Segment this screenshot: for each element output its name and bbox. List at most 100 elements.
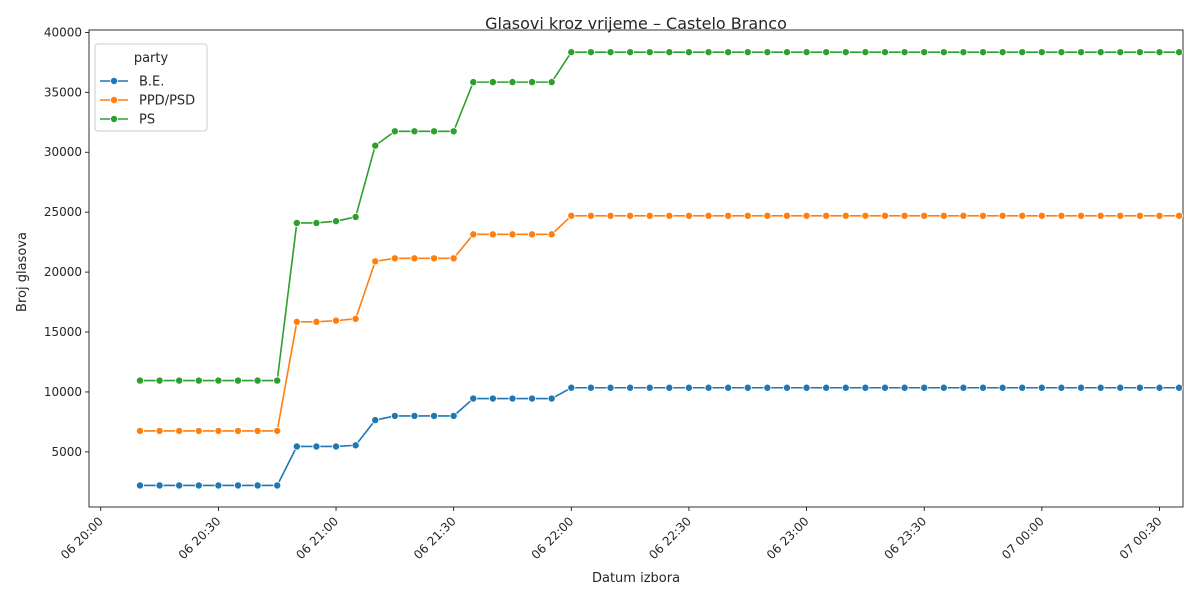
data-point <box>528 78 537 87</box>
data-point <box>684 211 693 220</box>
data-point <box>1077 48 1086 57</box>
x-tick-label: 06 23:00 <box>764 514 812 562</box>
data-point <box>547 394 556 403</box>
y-tick-label: 35000 <box>44 85 82 99</box>
data-point <box>567 211 576 220</box>
data-point <box>135 481 144 490</box>
data-point <box>900 211 909 220</box>
data-point <box>861 211 870 220</box>
data-point <box>351 314 360 323</box>
chart-title: Glasovi kroz vrijeme – Castelo Branco <box>485 14 787 33</box>
series-1 <box>135 211 1184 435</box>
data-point <box>979 383 988 392</box>
data-point <box>665 383 674 392</box>
data-point <box>253 376 262 385</box>
data-point <box>488 230 497 239</box>
data-point <box>880 383 889 392</box>
data-point <box>488 394 497 403</box>
data-point <box>449 127 458 136</box>
data-point <box>430 127 439 136</box>
data-point <box>273 481 282 490</box>
data-point <box>371 416 380 425</box>
data-point <box>508 394 517 403</box>
data-point <box>312 442 321 451</box>
data-point <box>430 254 439 263</box>
y-tick-label: 40000 <box>44 25 82 39</box>
data-point <box>332 316 341 325</box>
data-point <box>1057 48 1066 57</box>
data-point <box>998 48 1007 57</box>
data-point <box>645 211 654 220</box>
data-point <box>390 127 399 136</box>
data-point <box>410 411 419 420</box>
y-tick-label: 5000 <box>51 445 82 459</box>
data-point <box>371 141 380 150</box>
data-point <box>273 376 282 385</box>
data-point <box>763 211 772 220</box>
data-point <box>743 48 752 57</box>
data-point <box>1135 48 1144 57</box>
data-point <box>684 383 693 392</box>
y-tick-label: 30000 <box>44 145 82 159</box>
data-point <box>528 394 537 403</box>
data-point <box>606 211 615 220</box>
legend-label: B.E. <box>139 75 164 90</box>
data-point <box>998 211 1007 220</box>
data-point <box>292 317 301 326</box>
data-point <box>606 48 615 57</box>
data-point <box>1018 48 1027 57</box>
data-point <box>469 394 478 403</box>
data-point <box>332 442 341 451</box>
legend: party B.E. PPD/PSD PS <box>94 43 208 132</box>
data-point <box>194 376 203 385</box>
data-point <box>880 211 889 220</box>
data-point <box>1077 383 1086 392</box>
data-point <box>920 211 929 220</box>
data-point <box>665 211 674 220</box>
x-tick-label: 06 21:30 <box>411 514 459 562</box>
data-point <box>175 481 184 490</box>
data-point <box>1135 211 1144 220</box>
data-point <box>586 48 595 57</box>
data-point <box>665 48 674 57</box>
data-point <box>234 481 243 490</box>
data-point <box>724 211 733 220</box>
data-point <box>449 254 458 263</box>
y-tick-label: 15000 <box>44 325 82 339</box>
data-point <box>469 78 478 87</box>
y-axis-title: Broj glasova <box>15 232 30 312</box>
data-point <box>1116 48 1125 57</box>
data-point <box>194 481 203 490</box>
y-tick-label: 10000 <box>44 385 82 399</box>
data-point <box>234 376 243 385</box>
data-point <box>704 211 713 220</box>
data-point <box>900 48 909 57</box>
data-point <box>567 383 576 392</box>
data-point <box>351 212 360 221</box>
data-point <box>253 426 262 435</box>
data-point <box>684 48 693 57</box>
x-tick-label: 06 22:30 <box>646 514 694 562</box>
x-tick-label: 06 20:30 <box>176 514 224 562</box>
data-point <box>1155 211 1164 220</box>
data-point <box>782 211 791 220</box>
y-tick-label: 20000 <box>44 265 82 279</box>
data-point <box>1135 383 1144 392</box>
series-0 <box>135 383 1184 490</box>
data-point <box>1155 383 1164 392</box>
data-point <box>488 78 497 87</box>
legend-label: PS <box>139 113 155 128</box>
data-point <box>312 317 321 326</box>
data-point <box>939 383 948 392</box>
data-point <box>1037 211 1046 220</box>
data-point <box>1116 383 1125 392</box>
data-point <box>1175 383 1184 392</box>
data-point <box>743 383 752 392</box>
data-point <box>234 426 243 435</box>
data-point <box>979 48 988 57</box>
data-point <box>979 211 988 220</box>
data-point <box>920 383 929 392</box>
data-point <box>1096 211 1105 220</box>
legend-marker <box>110 115 119 124</box>
